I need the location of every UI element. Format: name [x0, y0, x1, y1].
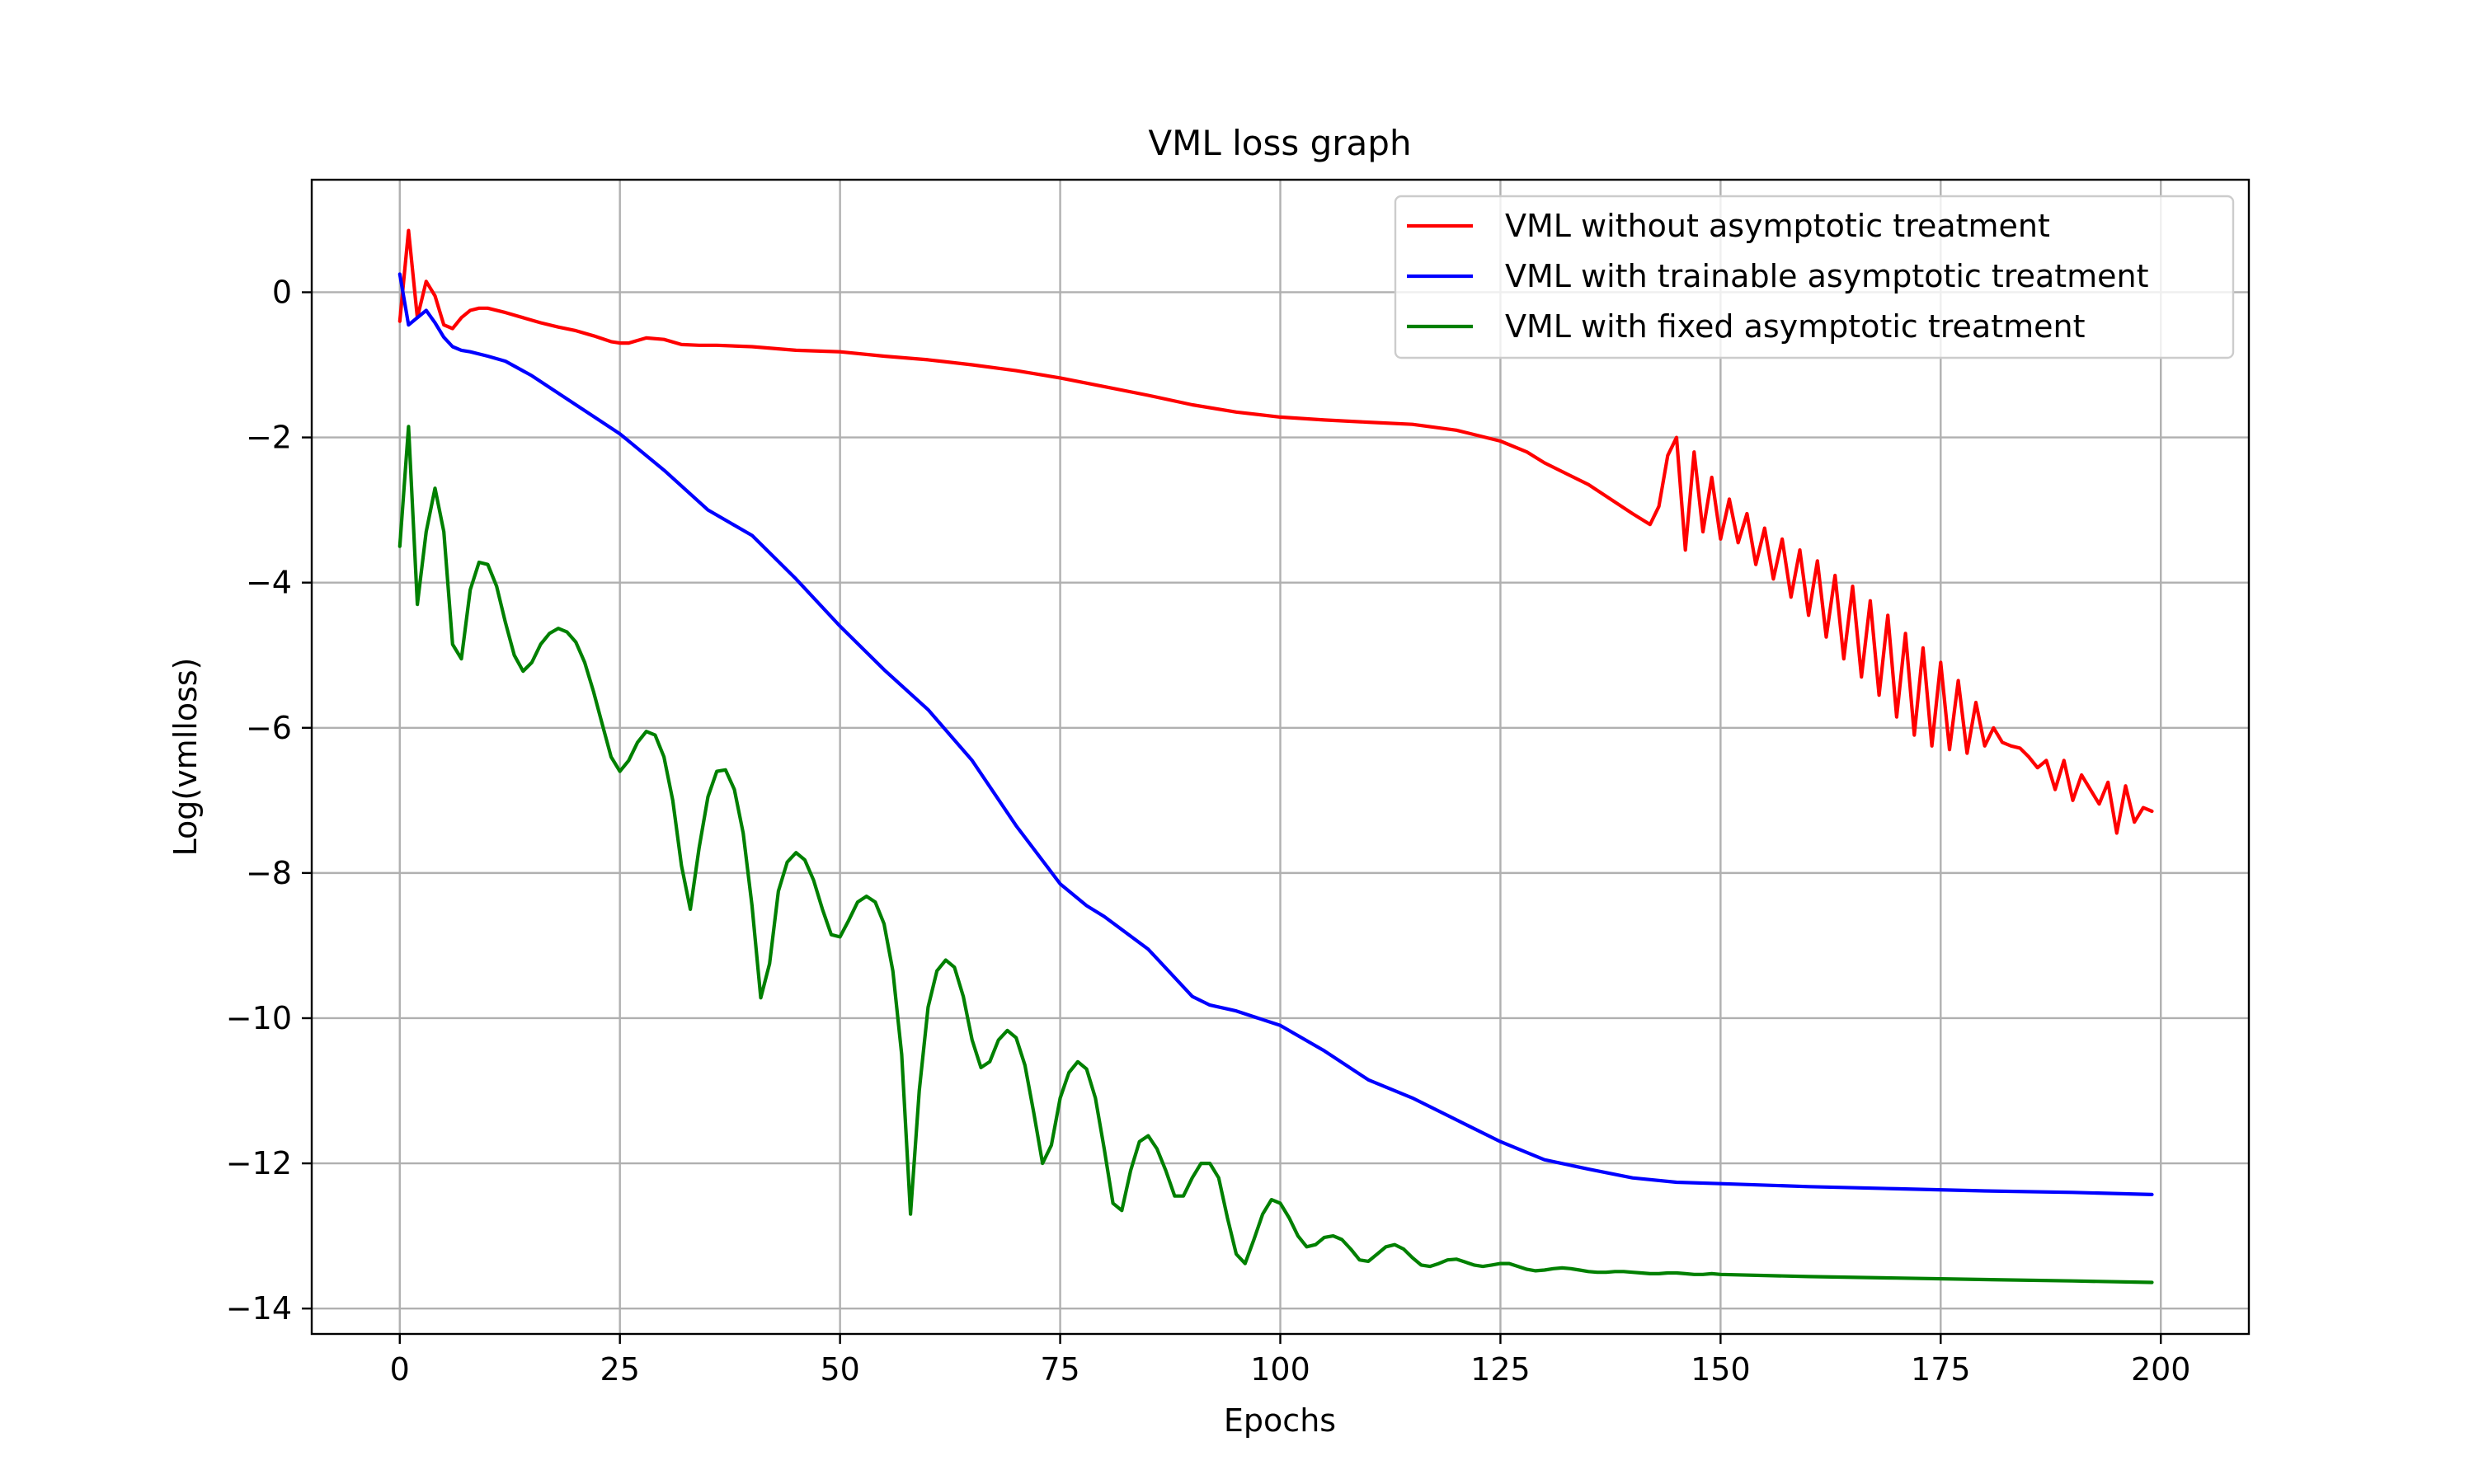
y-tick-label: −10: [226, 1000, 292, 1036]
legend-label: VML with fixed asymptotic treatment: [1505, 308, 2085, 345]
y-tick-label: −12: [226, 1145, 292, 1181]
series-trainable-asymptotic-line: [397, 272, 2154, 1197]
x-tick-label: 75: [1040, 1351, 1079, 1388]
y-tick-label: −8: [246, 855, 292, 891]
series-layer: [397, 228, 2154, 1284]
x-tick-label: 0: [390, 1351, 410, 1388]
legend: VML without asymptotic treatment VML with…: [1394, 195, 2235, 359]
legend-label: VML without asymptotic treatment: [1505, 208, 2050, 244]
y-tick-label: −6: [246, 710, 292, 746]
x-tick-label: 50: [820, 1351, 859, 1388]
x-tick-label: 200: [2131, 1351, 2191, 1388]
y-tick-label: −4: [246, 565, 292, 601]
y-tick-label: −14: [226, 1290, 292, 1327]
ticks: 0 25 50 75 100 125 150 175 200 0 −2 −4 −6 −8 −10 −12 −14: [226, 274, 2191, 1388]
series-without-asymptotic-line: [397, 228, 2154, 835]
series-fixed-asymptotic-line: [397, 425, 2154, 1284]
x-tick-label: 25: [600, 1351, 640, 1388]
y-axis-title: Log(vmlloss): [167, 658, 204, 857]
legend-box: [1394, 195, 2235, 359]
y-tick-label: 0: [272, 274, 292, 310]
x-tick-label: 150: [1691, 1351, 1751, 1388]
x-tick-label: 100: [1250, 1351, 1310, 1388]
x-tick-label: 175: [1911, 1351, 1971, 1388]
x-axis-title: Epochs: [1224, 1402, 1336, 1439]
legend-label: VML with trainable asymptotic treatment: [1505, 258, 2149, 294]
x-tick-label: 125: [1470, 1351, 1531, 1388]
y-tick-label: −2: [246, 420, 292, 456]
chart-title: VML loss graph: [1148, 123, 1411, 163]
